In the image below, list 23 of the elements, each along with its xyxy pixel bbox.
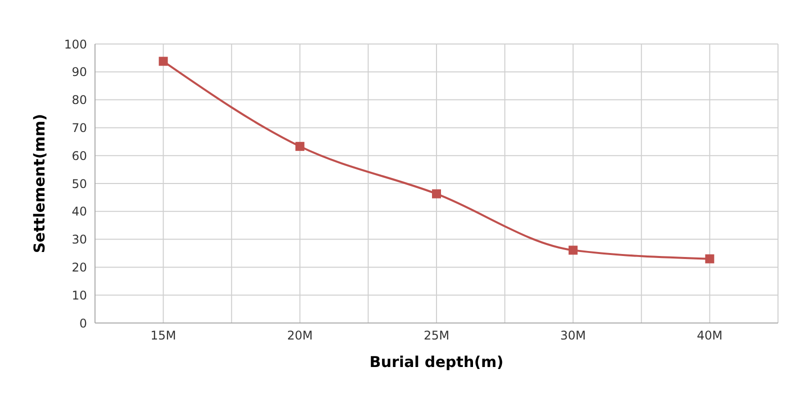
- x-tick-label: 25M: [424, 328, 450, 343]
- y-tick-label: 90: [72, 65, 87, 80]
- y-tick-label: 40: [72, 204, 87, 219]
- point: [158, 56, 168, 66]
- y-tick-label: 0: [79, 316, 87, 330]
- point: [568, 246, 578, 255]
- y-tick-label: 50: [72, 176, 87, 191]
- x-tick-label: 40M: [696, 328, 723, 343]
- y-tick-label: 70: [72, 120, 87, 135]
- y-tick-label: 60: [72, 148, 87, 163]
- x-tick-label: 15M: [150, 328, 176, 343]
- y-tick-label: 30: [72, 232, 87, 247]
- point: [705, 254, 714, 264]
- y-tick-label: 80: [72, 93, 87, 108]
- y-tick-label: 100: [64, 37, 87, 52]
- point: [432, 189, 441, 198]
- point: [295, 142, 304, 151]
- x-tick-label: 30M: [560, 328, 586, 343]
- y-tick-label: 20: [72, 260, 87, 274]
- y-axis-title: Settlement(mm): [30, 114, 48, 254]
- x-axis-title: Burial depth(m): [370, 353, 504, 371]
- y-tick-label: 10: [72, 288, 87, 302]
- x-tick-label: 20M: [287, 328, 313, 343]
